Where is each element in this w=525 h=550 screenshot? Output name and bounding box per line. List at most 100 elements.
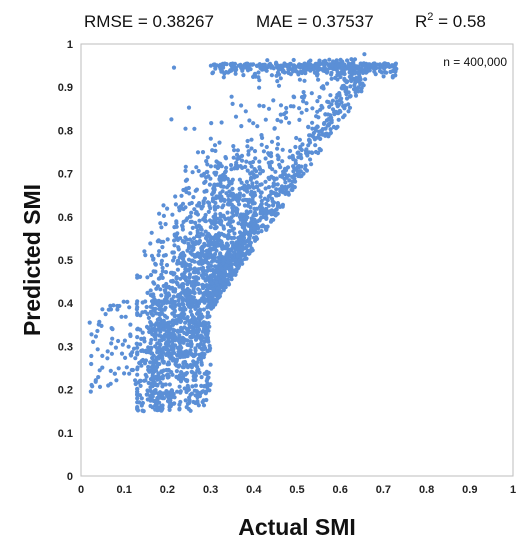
scatter-point [149, 253, 155, 258]
scatter-point [263, 224, 268, 230]
scatter-point [196, 270, 201, 275]
scatter-point [143, 253, 148, 258]
scatter-point [188, 309, 193, 314]
scatter-point [191, 236, 196, 241]
scatter-point [240, 68, 245, 73]
scatter-point [171, 271, 176, 276]
scatter-point [346, 102, 351, 107]
scatter-point [306, 125, 311, 130]
y-tick-label: 0.3 [58, 341, 73, 353]
scatter-point [269, 139, 275, 144]
scatter-point [212, 143, 218, 148]
scatter-point [159, 334, 164, 339]
scatter-point [231, 204, 236, 209]
scatter-point [123, 314, 128, 319]
scatter-point [361, 83, 366, 88]
scatter-point [194, 319, 199, 324]
scatter-point [170, 339, 175, 344]
scatter-point [276, 155, 281, 160]
scatter-point [265, 198, 270, 203]
scatter-point [183, 398, 188, 403]
scatter-point [341, 104, 346, 109]
scatter-point [208, 136, 213, 141]
scatter-point [241, 236, 246, 241]
scatter-point [315, 61, 320, 66]
scatter-point [193, 270, 198, 275]
scatter-point [195, 228, 200, 233]
scatter-point [144, 304, 149, 310]
scatter-point [293, 172, 298, 177]
scatter-point [259, 198, 264, 204]
scatter-point [174, 219, 179, 224]
scatter-point [205, 243, 211, 248]
scatter-point [367, 68, 372, 73]
scatter-point [222, 170, 228, 175]
scatter-point [234, 160, 239, 165]
scatter-point [221, 226, 226, 231]
scatter-point [370, 63, 375, 68]
scatter-point [298, 144, 303, 149]
scatter-point [194, 335, 200, 340]
scatter-point [133, 381, 138, 387]
scatter-point [284, 110, 289, 115]
scatter-point [192, 254, 197, 259]
y-tick-label: 0.9 [58, 82, 73, 94]
scatter-point [193, 400, 198, 406]
scatter-point [146, 315, 151, 320]
scatter-point [183, 164, 188, 169]
scatter-point [284, 105, 289, 111]
scatter-point [203, 179, 208, 184]
scatter-point [91, 339, 96, 344]
scatter-point [325, 123, 330, 128]
scatter-point [204, 289, 209, 294]
scatter-point [326, 112, 331, 117]
scatter-point [161, 203, 166, 208]
scatter-point [152, 358, 157, 363]
scatter-point [135, 392, 140, 397]
scatter-point [155, 284, 160, 289]
scatter-point [166, 374, 171, 379]
scatter-point [166, 291, 171, 296]
scatter-point [140, 400, 145, 406]
scatter-point [149, 337, 154, 343]
scatter-point [270, 203, 276, 208]
sample-size-label: n = 400,000 [443, 55, 507, 69]
scatter-point [151, 257, 156, 262]
scatter-point [219, 231, 224, 236]
scatter-point [142, 336, 147, 341]
scatter-point [156, 302, 161, 307]
scatter-point [248, 209, 253, 214]
scatter-point [213, 252, 218, 257]
scatter-point [135, 372, 140, 377]
scatter-point [382, 65, 388, 70]
scatter-point [218, 174, 223, 179]
scatter-point [340, 67, 345, 72]
scatter-point [119, 351, 125, 356]
scatter-point [198, 341, 203, 347]
scatter-point [146, 388, 151, 393]
scatter-point [183, 377, 188, 383]
scatter-point [220, 261, 226, 266]
scatter-point [148, 304, 153, 309]
scatter-point [275, 79, 280, 84]
scatter-point [201, 403, 207, 408]
scatter-point [231, 155, 236, 160]
scatter-point [357, 66, 362, 71]
scatter-point [242, 203, 247, 208]
scatter-point [280, 204, 285, 209]
scatter-point [160, 269, 165, 274]
scatter-point [192, 207, 197, 212]
scatter-point [183, 168, 188, 173]
scatter-point [216, 285, 221, 290]
scatter-point [291, 104, 296, 109]
scatter-point [224, 253, 229, 258]
scatter-point [138, 274, 143, 279]
scatter-point [202, 241, 207, 246]
scatter-point [179, 313, 184, 318]
scatter-point [181, 282, 186, 287]
scatter-point [353, 93, 359, 98]
scatter-point [221, 214, 226, 219]
scatter-point [249, 219, 254, 224]
scatter-point [172, 255, 177, 260]
scatter-point [217, 140, 222, 145]
